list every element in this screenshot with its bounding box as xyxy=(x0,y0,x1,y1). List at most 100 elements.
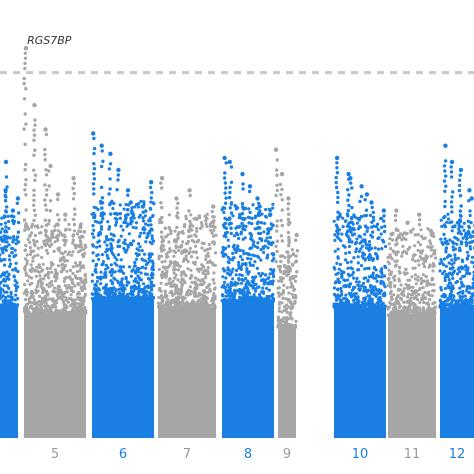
snp-point xyxy=(284,323,288,327)
snp-point xyxy=(359,264,364,268)
snp-point xyxy=(359,247,363,251)
snp-point xyxy=(254,296,259,300)
peak-point xyxy=(382,229,387,234)
snp-point xyxy=(69,293,73,297)
peak-point xyxy=(188,193,192,198)
snp-point xyxy=(468,286,472,290)
peak-point xyxy=(241,207,245,211)
snp-point xyxy=(51,235,55,239)
snp-point xyxy=(150,271,154,275)
peak-point xyxy=(382,219,386,223)
peak-point xyxy=(47,184,51,188)
snp-point xyxy=(0,231,3,235)
snp-point xyxy=(201,300,205,304)
snp-point xyxy=(214,233,218,237)
snp-point xyxy=(266,231,270,235)
snp-point xyxy=(44,289,48,293)
snp-point xyxy=(461,274,465,279)
snp-point xyxy=(204,254,208,258)
snp-point xyxy=(3,247,7,251)
peak-point xyxy=(24,243,28,248)
snp-point xyxy=(371,289,375,293)
snp-point xyxy=(402,271,406,275)
peak-point xyxy=(43,228,48,232)
peak-point xyxy=(336,195,340,200)
snp-point xyxy=(119,258,123,262)
snp-point xyxy=(42,300,46,304)
peak-point xyxy=(229,165,234,169)
snp-point xyxy=(7,226,11,231)
snp-point xyxy=(278,300,282,304)
snp-point xyxy=(334,298,338,302)
snp-point xyxy=(367,299,371,303)
peak-point xyxy=(365,229,369,233)
snp-point xyxy=(393,284,397,288)
peak-point xyxy=(44,193,49,197)
snp-point xyxy=(259,237,264,241)
snp-point xyxy=(463,264,467,269)
peak-point xyxy=(23,56,28,60)
snp-point xyxy=(105,243,109,247)
snp-point xyxy=(163,226,167,230)
peak-point xyxy=(394,243,398,247)
snp-point xyxy=(346,278,350,282)
snp-point xyxy=(190,273,194,277)
peak-point xyxy=(274,193,278,198)
peak-point xyxy=(92,162,96,166)
snp-point xyxy=(64,296,68,300)
snp-point xyxy=(65,290,69,294)
snp-point xyxy=(91,251,95,255)
snp-point xyxy=(269,267,273,272)
peak-point xyxy=(371,230,375,234)
snp-point xyxy=(163,289,167,293)
snp-point xyxy=(173,288,178,292)
snp-point xyxy=(118,244,122,248)
snp-point xyxy=(80,288,84,293)
peak-point xyxy=(24,208,28,212)
chromosome-band-12 xyxy=(440,307,474,438)
snp-point xyxy=(68,228,72,232)
snp-point xyxy=(139,271,143,275)
peak-point xyxy=(62,233,66,237)
peak-point xyxy=(72,207,77,211)
peak-point xyxy=(334,180,338,185)
peak-point xyxy=(227,195,232,200)
peak-point xyxy=(280,198,284,202)
snp-point xyxy=(103,271,107,275)
snp-point xyxy=(421,286,425,290)
peak-point xyxy=(160,220,164,224)
snp-point xyxy=(456,256,460,260)
snp-point xyxy=(430,294,434,298)
peak-point xyxy=(286,196,291,201)
peak-point xyxy=(23,248,27,253)
snp-point xyxy=(442,292,446,297)
x-tick-label-5: 5 xyxy=(51,447,59,462)
snp-point xyxy=(195,267,199,271)
annotations: RGS7BP xyxy=(27,34,72,47)
snp-point xyxy=(101,260,105,264)
snp-point xyxy=(276,324,280,328)
snp-point xyxy=(211,278,216,282)
snp-point xyxy=(291,263,295,267)
peak-point xyxy=(33,178,37,182)
peak-point xyxy=(32,218,36,223)
snp-point xyxy=(109,244,113,248)
snp-point xyxy=(287,305,291,309)
snp-point xyxy=(169,290,174,294)
peak-point xyxy=(417,218,422,222)
snp-point xyxy=(263,244,267,248)
snp-point xyxy=(238,248,242,252)
snp-point xyxy=(402,231,406,235)
snp-point xyxy=(79,276,83,281)
snp-point xyxy=(353,297,358,301)
snp-point xyxy=(424,301,429,305)
snp-point xyxy=(394,297,398,301)
snp-point xyxy=(427,265,431,269)
snp-point xyxy=(266,240,270,244)
snp-point xyxy=(71,250,75,254)
snp-point xyxy=(247,207,251,211)
peak-point xyxy=(350,205,354,210)
snp-point xyxy=(220,293,225,297)
snp-point xyxy=(410,275,414,279)
peak-point xyxy=(23,188,27,192)
